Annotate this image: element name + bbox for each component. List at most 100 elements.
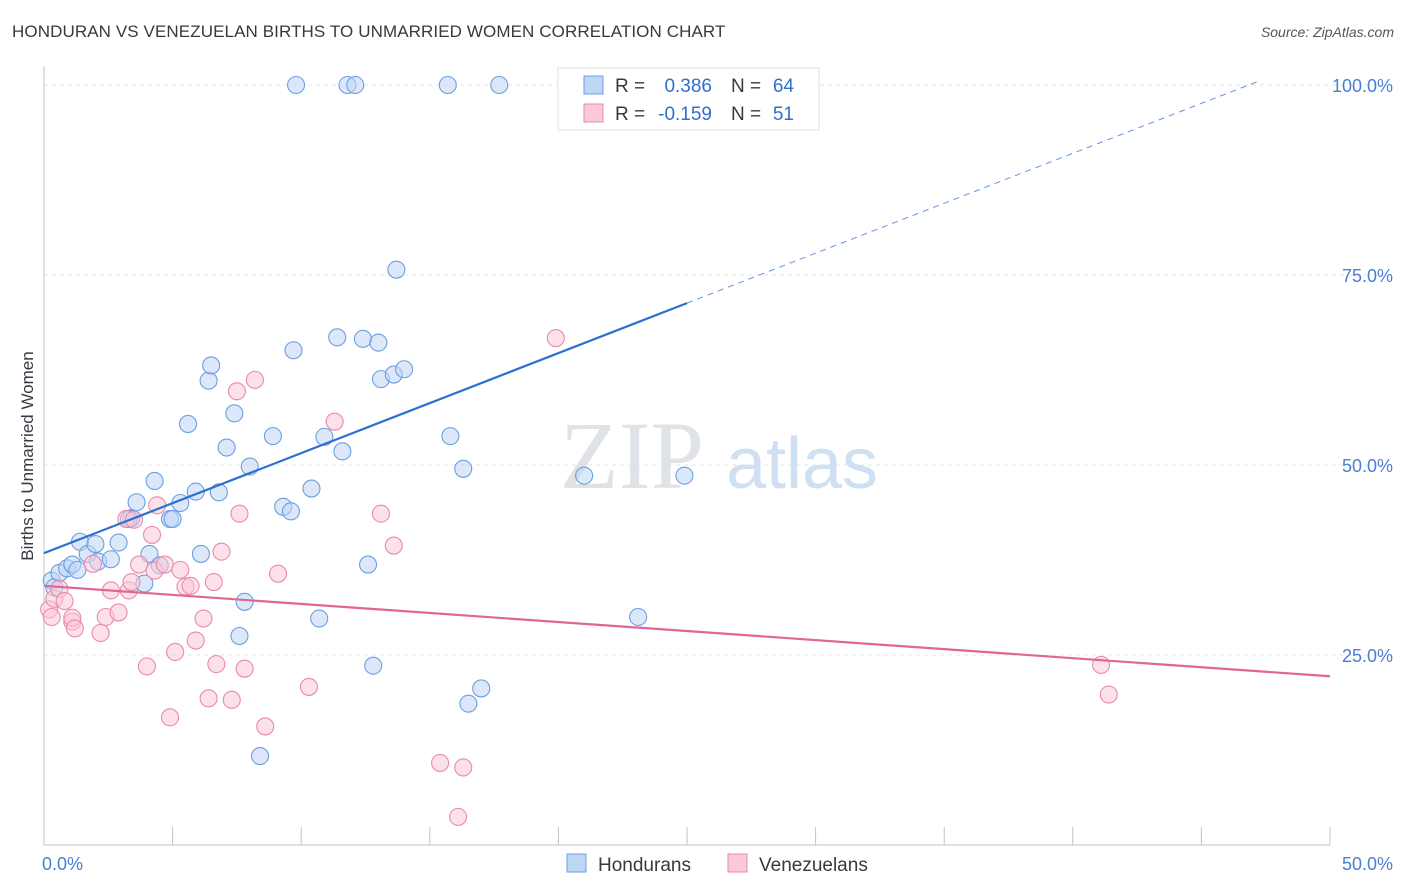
data-point bbox=[222, 690, 241, 709]
data-point bbox=[454, 459, 473, 478]
data-point bbox=[284, 341, 303, 360]
x-tick-label: 0.0% bbox=[42, 854, 83, 874]
trend-lines bbox=[43, 79, 1331, 678]
data-point bbox=[207, 655, 226, 674]
data-point bbox=[256, 717, 275, 736]
data-point bbox=[325, 412, 344, 431]
watermark: ZIP atlas bbox=[560, 402, 878, 509]
data-point bbox=[315, 427, 334, 446]
data-point bbox=[353, 329, 372, 348]
legend-label-hondurans: Hondurans bbox=[598, 855, 691, 876]
data-point bbox=[225, 404, 244, 423]
data-point bbox=[1099, 685, 1118, 704]
data-point bbox=[263, 427, 282, 446]
data-point bbox=[546, 329, 565, 348]
legend-n-value: 51 bbox=[773, 104, 794, 125]
data-point bbox=[163, 509, 182, 529]
data-point bbox=[65, 619, 84, 638]
data-point bbox=[209, 483, 228, 502]
x-tick-label: 50.0% bbox=[1342, 854, 1393, 874]
data-point bbox=[127, 493, 146, 512]
data-point bbox=[250, 747, 270, 766]
data-point bbox=[269, 564, 288, 583]
data-point bbox=[675, 466, 694, 485]
legend-r-label: R = bbox=[615, 76, 645, 97]
legend-swatch bbox=[583, 75, 604, 95]
trend-line bbox=[43, 584, 1331, 678]
data-point bbox=[212, 542, 231, 561]
legend-r-value: 0.386 bbox=[664, 76, 712, 97]
trend-line-extension bbox=[686, 79, 1261, 304]
data-point bbox=[230, 626, 249, 646]
chart-title: HONDURAN VS VENEZUELAN BIRTHS TO UNMARRI… bbox=[12, 22, 726, 41]
data-point bbox=[364, 656, 383, 675]
data-point bbox=[438, 75, 457, 95]
watermark-atlas: atlas bbox=[726, 424, 878, 504]
data-point bbox=[145, 471, 164, 491]
data-point bbox=[199, 371, 218, 390]
data-point bbox=[281, 502, 300, 521]
legend-r-value: -0.159 bbox=[658, 104, 712, 125]
data-point bbox=[441, 427, 460, 446]
watermark-zip: ZIP bbox=[560, 402, 704, 509]
legend-swatch bbox=[583, 103, 604, 123]
chart-source: Source: ZipAtlas.com bbox=[1260, 24, 1394, 40]
data-point bbox=[160, 708, 180, 727]
data-point bbox=[371, 504, 390, 523]
data-point bbox=[109, 603, 128, 622]
data-point bbox=[359, 555, 378, 574]
data-point bbox=[91, 623, 110, 643]
data-point bbox=[454, 758, 473, 777]
data-point bbox=[431, 753, 450, 772]
gridlines bbox=[44, 84, 1392, 656]
series-legend: Hondurans Venezuelans bbox=[566, 853, 868, 876]
data-point bbox=[171, 560, 190, 579]
legend-swatch-venezuelans bbox=[727, 853, 748, 873]
data-point bbox=[217, 438, 236, 457]
data-point bbox=[122, 572, 141, 592]
data-point bbox=[310, 609, 329, 628]
data-point bbox=[109, 533, 128, 552]
y-tick-label: 25.0% bbox=[1342, 646, 1393, 666]
data-point bbox=[346, 75, 365, 95]
data-point bbox=[166, 642, 185, 662]
data-point bbox=[155, 555, 174, 574]
legend-label-venezuelans: Venezuelans bbox=[759, 855, 868, 876]
data-point bbox=[55, 591, 74, 611]
data-point bbox=[459, 694, 478, 713]
data-point bbox=[395, 360, 414, 379]
data-point bbox=[384, 536, 403, 555]
data-point bbox=[629, 607, 648, 627]
data-point bbox=[490, 75, 509, 95]
data-point bbox=[186, 631, 205, 650]
data-point bbox=[227, 382, 246, 401]
data-point bbox=[302, 479, 321, 498]
data-point bbox=[68, 560, 87, 579]
trend-line bbox=[43, 302, 688, 555]
data-point bbox=[333, 442, 352, 461]
data-point bbox=[299, 677, 318, 696]
legend-r-label: R = bbox=[615, 104, 645, 125]
data-point bbox=[202, 356, 221, 375]
data-point bbox=[181, 576, 200, 595]
data-point bbox=[137, 657, 156, 676]
data-point bbox=[142, 525, 162, 544]
y-tick-label: 50.0% bbox=[1342, 456, 1393, 476]
data-point bbox=[287, 75, 306, 95]
data-point bbox=[449, 807, 468, 826]
stats-legend: R = 0.386 N = 64 R = -0.159 N = 51 bbox=[557, 67, 820, 131]
data-point bbox=[230, 504, 249, 523]
data-point bbox=[178, 414, 198, 434]
data-point bbox=[328, 328, 347, 347]
data-point bbox=[199, 689, 218, 708]
data-point bbox=[194, 609, 213, 628]
data-point bbox=[83, 554, 102, 573]
data-point bbox=[42, 607, 61, 627]
data-point bbox=[86, 534, 105, 554]
data-point bbox=[235, 592, 254, 611]
data-point bbox=[245, 370, 264, 389]
legend-n-label: N = bbox=[731, 76, 761, 97]
data-point bbox=[101, 550, 120, 569]
axes bbox=[43, 66, 1331, 846]
